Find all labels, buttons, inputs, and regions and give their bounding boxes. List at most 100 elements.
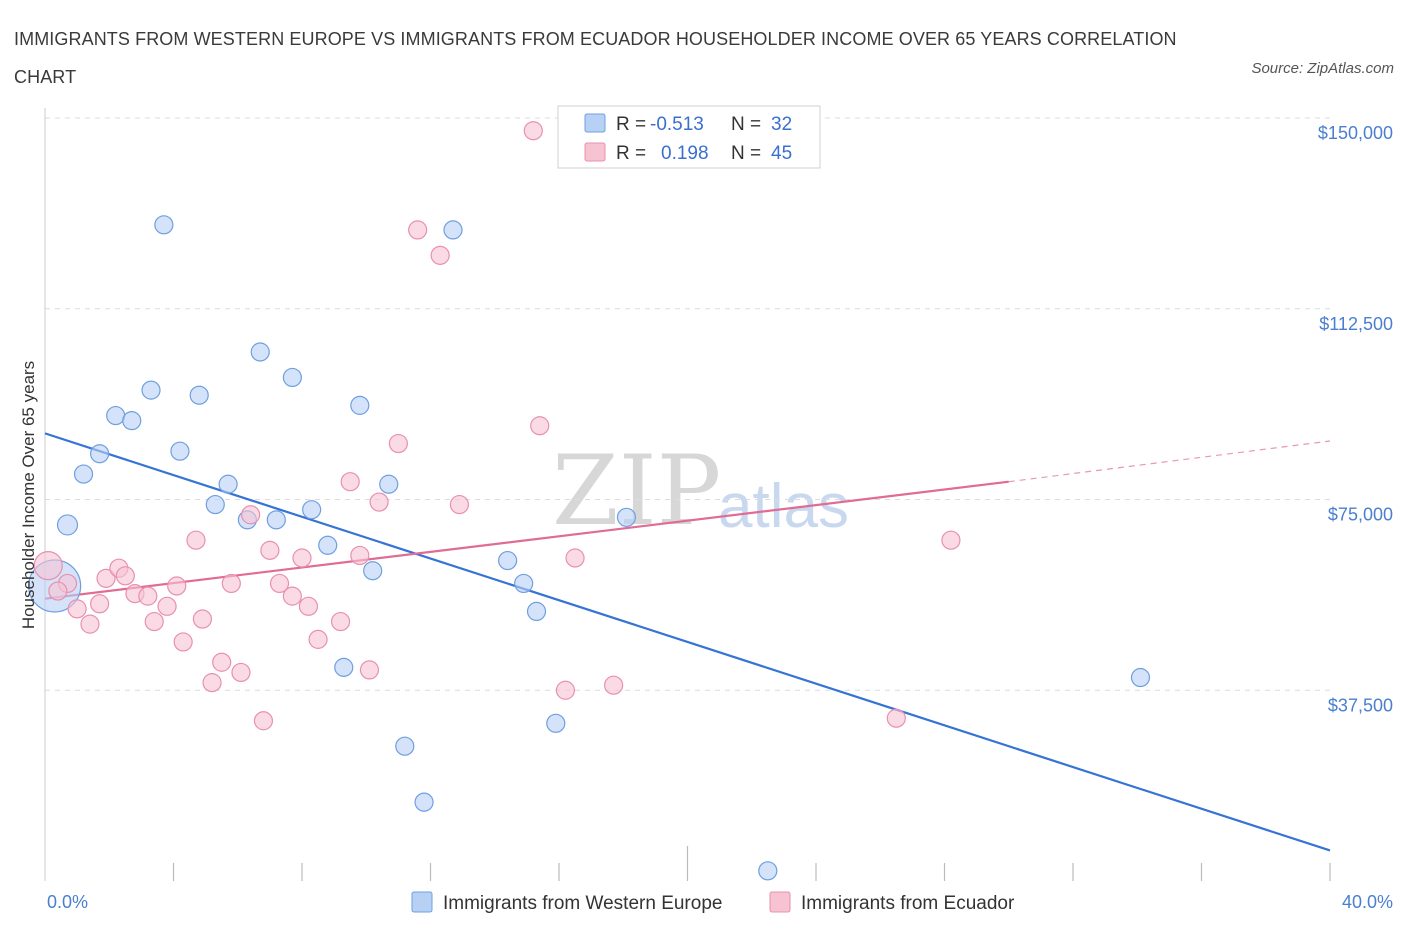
point-ecuador-36 [449,494,470,515]
point-western-europe-22 [395,736,415,756]
point-western-europe-13 [250,342,270,362]
y-tick-label-2: $112,500 [1319,314,1393,334]
legend-n-value-2: 45 [771,143,792,164]
point-western-europe-21 [379,474,399,494]
point-ecuador-40 [565,548,585,568]
axes [44,108,1331,881]
point-western-europe-30 [758,861,778,881]
y-tick-label-3: $150,000 [1318,123,1393,143]
point-ecuador-24 [282,586,302,606]
point-western-europe-28 [546,713,566,733]
point-western-europe-8 [170,441,190,461]
point-ecuador-31 [359,660,380,680]
point-ecuador-21 [253,711,274,731]
point-ecuador-28 [330,611,351,632]
point-ecuador-15 [192,609,213,629]
bottom-legend-swatch-pink [769,891,791,913]
legend-n-value-1: 32 [771,114,792,135]
legend-swatch-blue [584,113,606,133]
point-western-europe-3 [90,444,110,464]
trend-lines [44,432,1331,852]
point-ecuador-41 [604,675,624,695]
legend-r-value-2: 0.198 [661,143,709,164]
point-western-europe-16 [302,500,322,520]
point-ecuador-16 [202,673,222,693]
point-western-europe-20 [363,561,383,581]
point-ecuador-34 [408,220,428,240]
point-ecuador-26 [298,596,319,616]
y-tick-label-0: $37,500 [1328,695,1393,715]
gridlines [45,117,1330,691]
point-ecuador-44 [48,581,68,601]
point-ecuador-4 [90,594,110,614]
point-western-europe-7 [154,215,174,235]
point-western-europe-15 [282,367,302,388]
point-ecuador-12 [167,576,187,596]
point-western-europe-18 [334,657,354,677]
point-ecuador-10 [144,611,164,632]
legend-n-label-2: N = [731,143,761,164]
point-western-europe-5 [122,411,142,431]
trend-line-ext-1 [1008,440,1331,483]
point-ecuador-23 [269,573,290,594]
x-tick-label-1: 40.0% [1342,892,1393,912]
point-ecuador-25 [292,548,312,568]
point-ecuador-3 [80,614,100,634]
point-western-europe-14 [266,510,286,530]
legend-n-label-1: N = [731,114,761,135]
point-ecuador-18 [221,573,241,594]
point-ecuador-37 [523,121,543,141]
bottom-legend: Immigrants from Western Europe Immigrant… [411,891,1015,914]
point-western-europe-19 [350,395,370,415]
point-ecuador-32 [369,492,389,512]
legend-r-label-1: R = [616,114,646,135]
point-ecuador-33 [388,433,408,454]
point-western-europe-11 [218,474,238,494]
point-western-europe-10 [205,494,225,515]
point-ecuador-19 [231,662,251,683]
point-ecuador-14 [186,530,206,550]
watermark-atlas: atlas [718,472,849,541]
data-points [28,121,1151,881]
y-tick-label-1: $75,000 [1328,505,1393,525]
legend-r-value-1: -0.513 [650,114,704,135]
bottom-legend-label-blue: Immigrants from Western Europe [443,893,722,914]
x-tick-label-0: 0.0% [47,892,88,912]
chart-source: Source: ZipAtlas.com [1251,60,1394,77]
point-ecuador-0 [33,551,63,581]
point-western-europe-31 [1130,667,1151,688]
tick-labels: $37,500 $75,000 $112,500 $150,000 0.0% 40.0% [47,123,1393,912]
point-ecuador-17 [212,652,232,672]
point-ecuador-27 [308,629,328,649]
watermark-zip: ZIP [552,435,721,547]
point-ecuador-13 [173,632,193,652]
point-western-europe-2 [73,464,94,484]
point-ecuador-38 [530,416,550,436]
point-western-europe-25 [498,550,518,571]
point-ecuador-7 [115,566,135,586]
point-western-europe-23 [414,792,434,812]
point-western-europe-24 [443,220,463,240]
point-ecuador-35 [430,245,450,265]
point-western-europe-17 [318,535,338,555]
point-western-europe-9 [189,385,209,405]
legend-box: R = -0.513 N = 32 R = 0.198 N = 45 [557,105,821,169]
bottom-legend-swatch-blue [411,891,433,913]
point-ecuador-39 [555,680,576,700]
point-ecuador-42 [886,708,906,728]
trend-line-1 [44,480,1009,600]
point-western-europe-27 [526,601,547,622]
point-ecuador-5 [96,568,116,588]
legend-swatch-pink [584,142,606,162]
point-ecuador-22 [260,540,280,560]
chart-title: IMMIGRANTS FROM WESTERN EUROPE VS IMMIGR… [14,29,1177,87]
trend-line-0 [44,432,1331,852]
point-ecuador-2 [67,599,87,619]
legend-r-label-2: R = [616,143,646,164]
point-western-europe-1 [56,514,79,536]
point-western-europe-29 [616,507,637,527]
point-western-europe-6 [141,380,161,400]
point-ecuador-30 [350,545,370,566]
y-axis-label: Householder Income Over 65 years [19,361,38,629]
